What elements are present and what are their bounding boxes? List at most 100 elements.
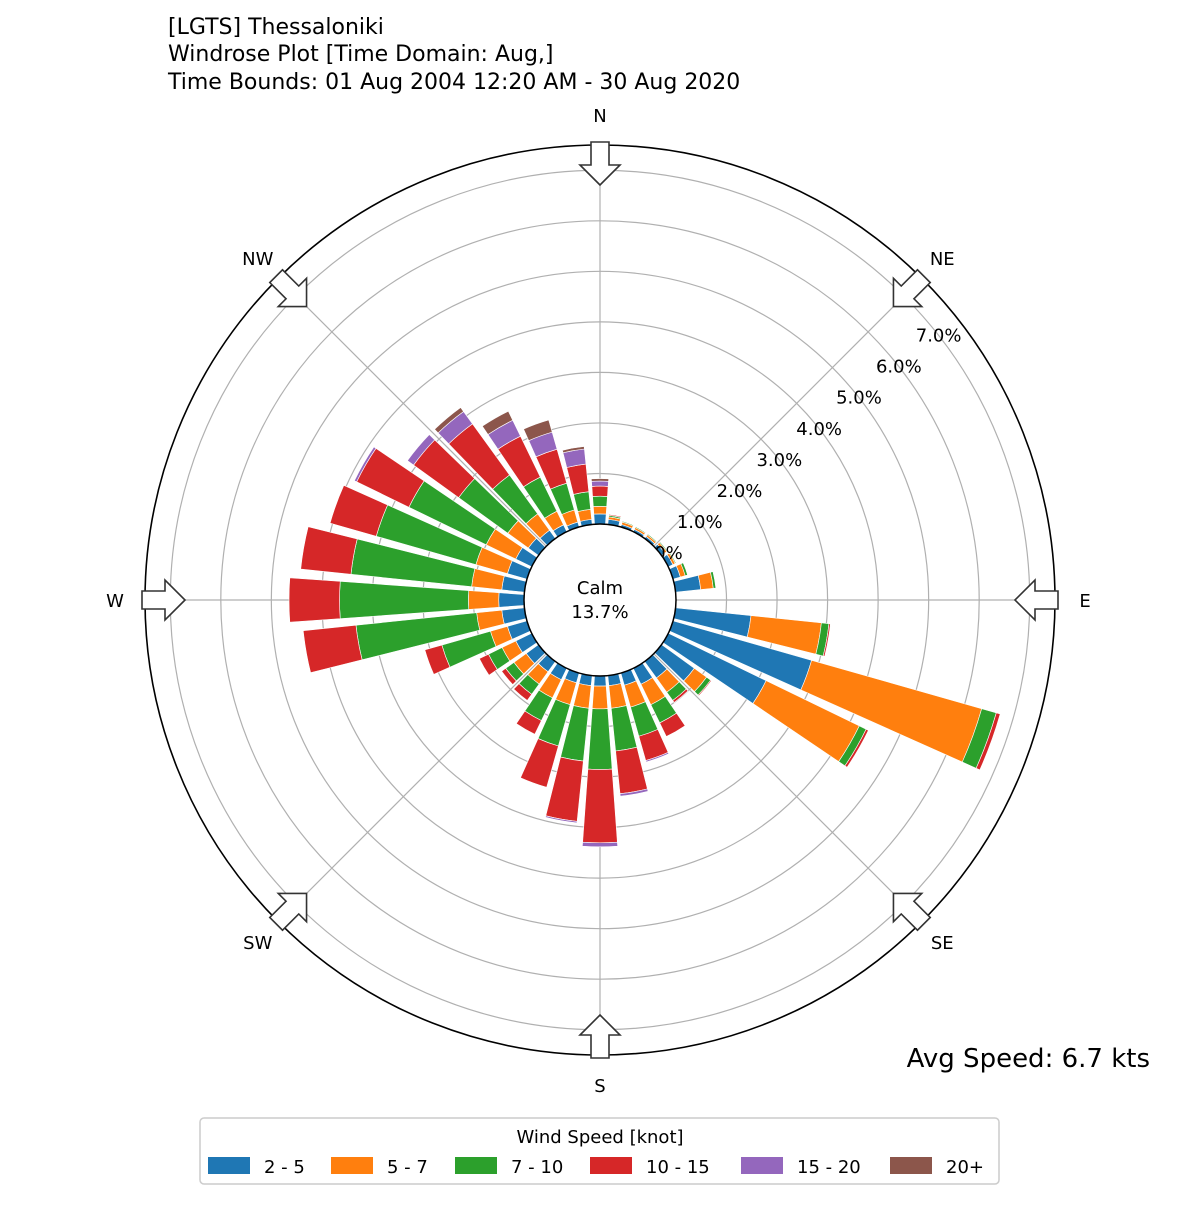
- bar-segment: [591, 485, 609, 497]
- bar-segment: [647, 533, 658, 542]
- calm-value: 13.7%: [571, 602, 628, 623]
- bar-segment: [635, 525, 647, 533]
- bar-segment: [659, 541, 669, 552]
- bar-segment: [590, 478, 610, 482]
- radial-tick-label: 6.0%: [876, 357, 922, 378]
- bar-segment: [562, 446, 585, 454]
- legend-label: 7 - 10: [511, 1157, 563, 1178]
- grid-spoke: [653, 653, 923, 923]
- sector-bars: [288, 407, 1001, 848]
- bar-segment: [608, 683, 627, 709]
- bar-segment: [523, 419, 553, 442]
- bar-segment: [710, 571, 717, 589]
- direction-label: NW: [242, 249, 273, 270]
- legend-swatch: [208, 1157, 250, 1174]
- direction-arrow-icon: [268, 892, 308, 932]
- direction-label: SW: [243, 933, 272, 954]
- bar-segment: [501, 667, 517, 685]
- grid-spoke: [277, 277, 547, 547]
- chart-title: [LGTS] Thessaloniki Windrose Plot [Time …: [167, 15, 740, 95]
- legend-items: 2 - 5 5 - 7 7 - 10 10 - 15 15 - 20 20+: [208, 1157, 984, 1178]
- bar-segment: [645, 752, 670, 763]
- legend-swatch: [455, 1157, 497, 1174]
- legend-swatch: [590, 1157, 632, 1174]
- bar-segment: [608, 514, 622, 518]
- bar-segment: [682, 562, 689, 576]
- bar-segment: [593, 513, 607, 525]
- bar-segment: [339, 581, 470, 619]
- legend-frame: [199, 1117, 1000, 1185]
- bar-segment: [844, 728, 869, 768]
- bar-segment: [587, 708, 613, 770]
- bar-segment: [573, 491, 591, 512]
- bar-segment: [501, 607, 527, 625]
- bar-segment: [591, 685, 609, 710]
- bar-segment: [697, 679, 712, 697]
- bar-segment: [468, 590, 500, 610]
- bar-segment: [592, 506, 608, 515]
- bar-segment: [822, 623, 831, 657]
- bar-segment: [593, 675, 607, 687]
- bar-segment: [545, 815, 578, 824]
- bar-segment: [481, 410, 514, 435]
- direction-arrow-icon: [268, 268, 308, 308]
- direction-arrow-icon: [141, 578, 187, 622]
- bar-segment: [302, 624, 363, 674]
- bar-segment: [434, 407, 464, 434]
- bar-segment: [592, 495, 608, 507]
- calm-disc: [523, 523, 677, 677]
- bar-segment: [288, 577, 341, 623]
- direction-arrow-icon: [892, 268, 932, 308]
- bar-segment: [669, 551, 677, 564]
- radial-tick-label: 5.0%: [836, 388, 882, 409]
- title-line-3: Time Bounds: 01 Aug 2004 12:20 AM - 30 A…: [167, 70, 740, 95]
- radial-tick-label: 7.0%: [916, 325, 962, 346]
- title-line-2: Windrose Plot [Time Domain: Aug,]: [168, 42, 553, 67]
- bar-segment: [672, 688, 689, 703]
- legend-title: Wind Speed [knot]: [516, 1127, 683, 1148]
- title-line-1: [LGTS] Thessaloniki: [168, 15, 384, 40]
- direction-label: W: [106, 591, 124, 612]
- bar-segment: [471, 568, 505, 591]
- legend-swatch: [890, 1157, 932, 1174]
- direction-arrows: [141, 141, 1059, 1059]
- bar-segment: [975, 712, 1001, 771]
- bar-segment: [520, 738, 559, 788]
- bar-segment: [329, 485, 389, 537]
- bar-segment: [513, 683, 533, 701]
- calm-label: Calm: [577, 578, 623, 599]
- radial-tick-label: 1.0%: [677, 512, 723, 533]
- radial-tick-label: 2.0%: [717, 481, 763, 502]
- bar-segment: [566, 463, 590, 495]
- bar-segment: [501, 575, 527, 593]
- bar-segment: [476, 609, 505, 631]
- legend-label: 20+: [946, 1157, 984, 1178]
- bar-segment: [573, 683, 592, 709]
- direction-label: N: [593, 106, 606, 127]
- legend-label: 15 - 20: [797, 1157, 861, 1178]
- legend-label: 2 - 5: [264, 1157, 305, 1178]
- direction-label: NE: [930, 249, 955, 270]
- bar-segment: [407, 434, 436, 466]
- legend: Wind Speed [knot] 2 - 5 5 - 7 7 - 10 10 - 1…: [199, 1117, 1000, 1185]
- bar-segment: [300, 526, 358, 575]
- legend-swatch: [741, 1157, 783, 1174]
- bar-segment: [582, 768, 618, 844]
- bar-segment: [515, 710, 542, 735]
- direction-arrow-icon: [892, 892, 932, 932]
- bar-segment: [591, 480, 609, 487]
- bar-segment: [659, 712, 686, 737]
- bar-segment: [615, 746, 648, 795]
- calm-circle: Calm 13.7%: [523, 523, 677, 677]
- legend-swatch: [331, 1157, 373, 1174]
- grid-spoke: [277, 653, 547, 923]
- direction-label: S: [594, 1076, 605, 1097]
- bar-segment: [498, 592, 525, 608]
- direction-arrow-icon: [578, 141, 622, 187]
- direction-label: E: [1079, 591, 1090, 612]
- bar-segment: [622, 520, 635, 526]
- radial-tick-label: 3.0%: [756, 450, 802, 471]
- direction-arrow-icon: [578, 1013, 622, 1059]
